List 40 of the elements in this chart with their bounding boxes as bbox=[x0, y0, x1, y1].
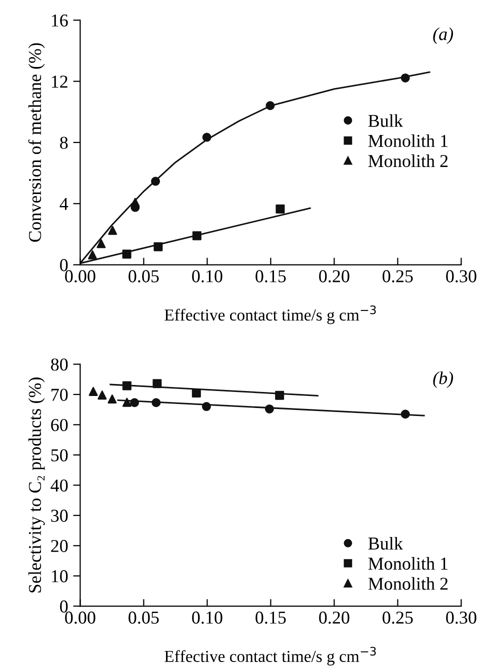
x-tick-label: 0.30 bbox=[446, 612, 476, 624]
annotation: (a) bbox=[433, 28, 454, 44]
annotation: (b) bbox=[433, 371, 454, 388]
x-tick-label: 0.25 bbox=[382, 270, 413, 282]
y-tick-label: 0 bbox=[60, 259, 68, 272]
x-tick-label: 0.30 bbox=[446, 270, 476, 282]
y-tick-label: 50 bbox=[51, 449, 68, 462]
y-tick-label: 40 bbox=[50, 479, 68, 492]
y-tick-label: 20 bbox=[51, 540, 68, 552]
legend-label: Monolith 1 bbox=[368, 557, 448, 570]
x-tick-label: 0.05 bbox=[128, 612, 159, 624]
legend-label: Bulk bbox=[368, 536, 403, 550]
y-tick-label: 0 bbox=[60, 600, 68, 613]
x-tick-label: 0.25 bbox=[382, 612, 413, 624]
legend-label: Bulk bbox=[368, 114, 403, 127]
x-tick-label: 0.05 bbox=[128, 270, 159, 282]
legend-label: Monolith 2 bbox=[368, 154, 448, 168]
y-tick-label: 80 bbox=[51, 358, 68, 371]
legend-label: Monolith 1 bbox=[368, 134, 448, 148]
y-axis-title: Selectivity to C₂ products (%) bbox=[28, 378, 45, 592]
y-tick-label: 60 bbox=[51, 418, 68, 432]
x-tick-label: 0.20 bbox=[319, 612, 350, 624]
y-tick-label: 30 bbox=[51, 510, 68, 522]
x-axis-title: Effective contact time/s g cm$^{−3}$ bbox=[164, 646, 376, 666]
y-tick-label: 12 bbox=[52, 76, 68, 88]
x-tick-label: 0.00 bbox=[65, 612, 96, 624]
y-tick-label: 4 bbox=[60, 198, 68, 210]
y-tick-label: 16 bbox=[52, 14, 68, 27]
x-tick-label: 0.15 bbox=[256, 270, 286, 282]
x-axis-title: Effective contact time/s g cm$^{−3}$ bbox=[164, 305, 376, 324]
x-tick-label: 0.00 bbox=[65, 270, 96, 282]
y-tick-label: 8 bbox=[60, 136, 68, 149]
x-tick-label: 0.15 bbox=[256, 612, 286, 624]
legend-label: Monolith 2 bbox=[368, 577, 448, 590]
y-tick-label: 10 bbox=[52, 570, 68, 582]
y-axis-title: Conversion of methane (%) bbox=[28, 43, 45, 242]
x-tick-label: 0.10 bbox=[192, 612, 222, 624]
y-tick-label: 70 bbox=[52, 388, 68, 401]
x-tick-label: 0.10 bbox=[192, 270, 222, 282]
x-tick-label: 0.20 bbox=[319, 270, 350, 282]
